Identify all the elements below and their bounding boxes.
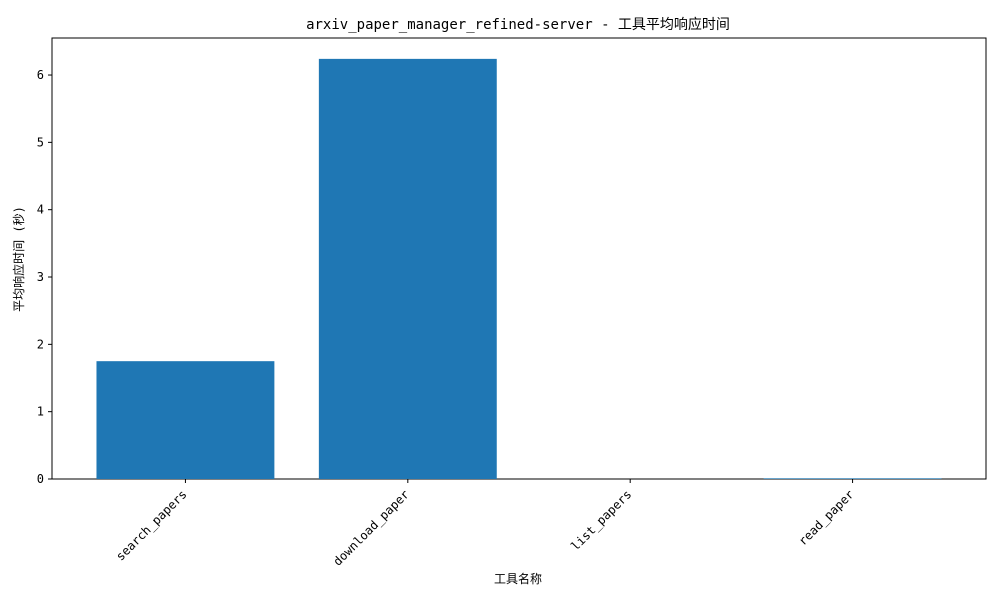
y-tick-label: 6 xyxy=(37,68,44,82)
y-tick-label: 3 xyxy=(37,270,44,284)
plot-frame xyxy=(51,37,987,480)
x-axis-label: 工具名称 xyxy=(494,571,542,586)
x-axis: search_papers download_paper list_papers re… xyxy=(113,479,857,569)
y-tick-label: 4 xyxy=(37,203,44,217)
y-tick-label: 1 xyxy=(37,405,44,419)
bars-layer xyxy=(96,58,942,480)
x-tick-label: download_paper xyxy=(331,487,412,568)
bar-read-paper xyxy=(763,478,942,479)
x-tick-label: search_papers xyxy=(113,487,189,563)
x-tick-label: read_paper xyxy=(796,487,857,548)
bar-search-papers xyxy=(96,361,275,479)
x-tick-label: list_papers xyxy=(568,487,634,553)
y-tick-label: 5 xyxy=(37,135,44,149)
y-tick-label: 0 xyxy=(37,472,44,486)
bar-download-paper xyxy=(318,58,497,480)
y-axis-label: 平均响应时间 (秒) xyxy=(11,206,26,312)
y-tick-label: 2 xyxy=(37,337,44,351)
y-axis: 0 1 2 3 4 5 6 xyxy=(37,68,52,486)
chart-title: arxiv_paper_manager_refined-server - 工具平… xyxy=(306,16,730,33)
